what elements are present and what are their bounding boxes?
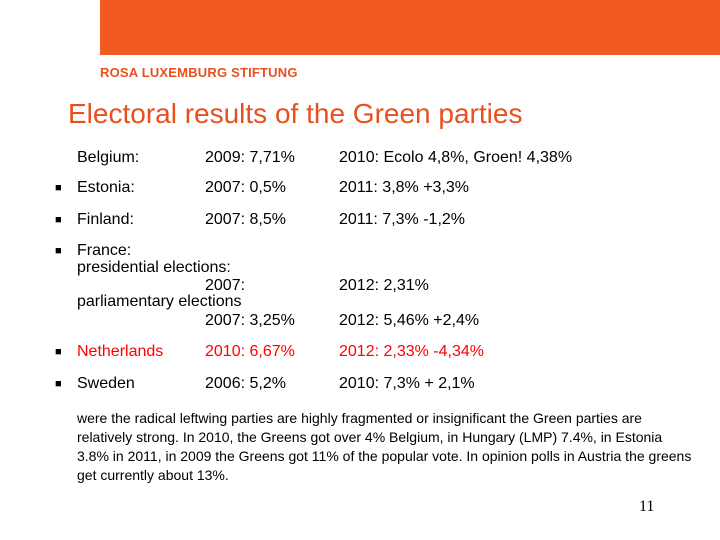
estonia-result-1: 2007: 0,5%: [205, 179, 286, 196]
france-country: France:: [77, 242, 132, 259]
square-bullet-icon: ■: [55, 346, 62, 358]
square-bullet-icon: ■: [55, 245, 62, 257]
estonia-country: Estonia:: [77, 179, 135, 196]
estonia-result-2: 2011: 3,8% +3,3%: [339, 179, 470, 196]
france-presidential-2007: 2007:: [205, 277, 246, 294]
org-name: ROSA LUXEMBURG STIFTUNG: [100, 65, 298, 80]
finland-result-1: 2007: 8,5%: [205, 211, 286, 228]
france-presidential-2012: 2012: 2,31%: [339, 277, 429, 294]
netherlands-result-1: 2010: 6,67%: [205, 343, 295, 360]
belgium-result-2: 2010: Ecolo 4,8%, Groen! 4,38%: [339, 149, 573, 166]
belgium-result-1: 2009: 7,71%: [205, 149, 295, 166]
france-presidential-label: presidential elections:: [77, 259, 231, 276]
square-bullet-icon: ■: [55, 214, 62, 226]
sweden-country: Sweden: [77, 375, 135, 392]
square-bullet-icon: ■: [55, 182, 62, 194]
square-bullet-icon: ■: [55, 378, 62, 390]
sweden-result-2: 2010: 7,3% + 2,1%: [339, 375, 475, 392]
france-parliamentary-2007: 2007: 3,25%: [205, 312, 295, 329]
summary-note: were the radical leftwing parties are hi…: [77, 410, 692, 483]
france-parliamentary-label: parliamentary elections: [77, 293, 242, 310]
finland-result-2: 2011: 7,3% -1,2%: [339, 211, 466, 228]
slide-title: Electoral results of the Green parties: [68, 98, 523, 129]
page-number: 11: [639, 498, 655, 515]
netherlands-result-2: 2012: 2,33% -4,34%: [339, 343, 484, 360]
netherlands-country: Netherlands: [77, 343, 164, 360]
france-parliamentary-2012: 2012: 5,46% +2,4%: [339, 312, 480, 329]
finland-country: Finland:: [77, 211, 134, 228]
sweden-result-1: 2006: 5,2%: [205, 375, 286, 392]
belgium-country: Belgium:: [77, 149, 140, 166]
header-band: [100, 0, 720, 55]
